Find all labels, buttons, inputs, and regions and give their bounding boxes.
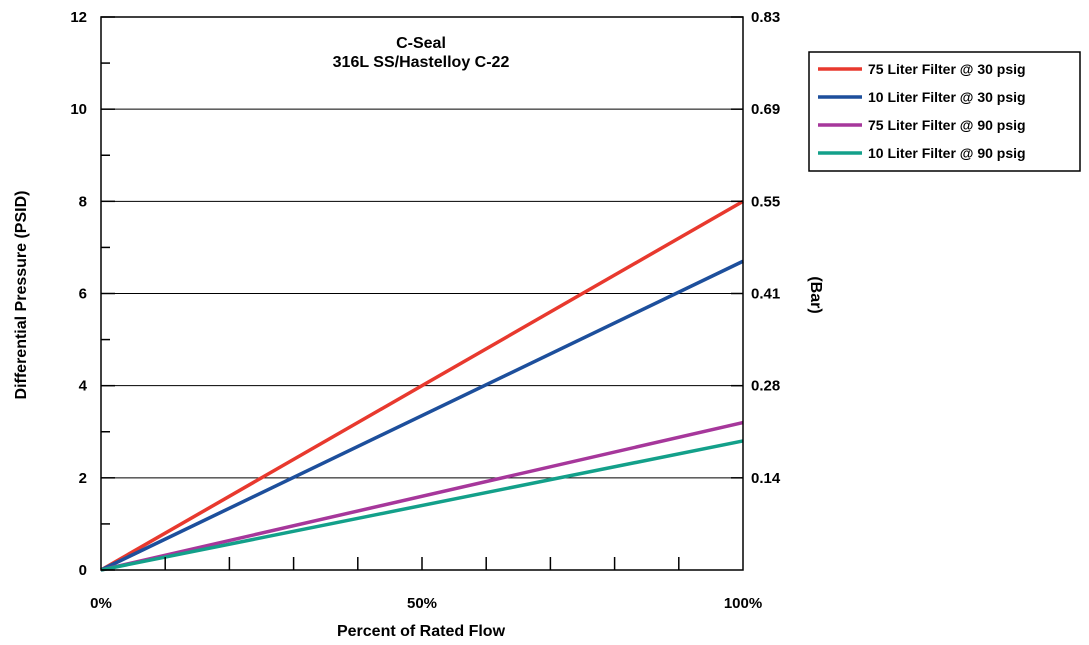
legend: 75 Liter Filter @ 30 psig 10 Liter Filter… — [808, 51, 1081, 172]
axis-ticks — [101, 16, 743, 571]
y-tick-label-6: 6 — [79, 286, 87, 303]
chart-subtitle: 316L SS/Hastelloy C-22 — [333, 54, 510, 71]
x-tick-label-50: 50% — [407, 595, 437, 612]
series-line-2 — [100, 259, 744, 572]
y-tick-label-2: 2 — [79, 470, 87, 487]
y2-axis-title: (Bar) — [807, 276, 824, 313]
x-tick-label-0: 0% — [90, 595, 112, 612]
y2-tick-label-8: 0.55 — [751, 193, 780, 210]
y2-tick-label-4: 0.28 — [751, 378, 780, 395]
y2-tick-label-2: 0.14 — [751, 470, 781, 487]
grid-lines — [101, 108, 743, 479]
tick-labels: 0 2 4 6 8 10 12 0.14 0.28 0.41 0.55 0.69 0.83 0% 50% 10… — [70, 9, 781, 612]
y-tick-label-8: 8 — [79, 193, 87, 210]
series-line-1 — [100, 199, 744, 572]
x-tick-label-100: 100% — [724, 595, 762, 612]
series-line-3 — [100, 420, 744, 572]
legend-label-1: 75 Liter Filter @ 30 psig — [868, 61, 1026, 77]
y-tick-label-10: 10 — [70, 101, 87, 118]
y2-tick-label-6: 0.41 — [751, 286, 780, 303]
series-line-4 — [100, 439, 744, 572]
y-tick-label-12: 12 — [70, 9, 87, 26]
y2-tick-label-10: 0.69 — [751, 101, 780, 118]
legend-label-2: 10 Liter Filter @ 30 psig — [868, 89, 1026, 105]
legend-label-3: 75 Liter Filter @ 90 psig — [868, 117, 1026, 133]
x-axis-title: Percent of Rated Flow — [337, 623, 506, 640]
chart-title: C-Seal — [396, 35, 446, 52]
series-lines — [100, 199, 744, 572]
legend-box — [808, 51, 1081, 172]
y2-tick-label-12: 0.83 — [751, 9, 780, 26]
y-tick-label-4: 4 — [79, 378, 88, 395]
legend-label-4: 10 Liter Filter @ 90 psig — [868, 145, 1026, 161]
y-axis-title: Differential Pressure (PSID) — [13, 191, 30, 400]
y-tick-label-0: 0 — [79, 562, 87, 579]
